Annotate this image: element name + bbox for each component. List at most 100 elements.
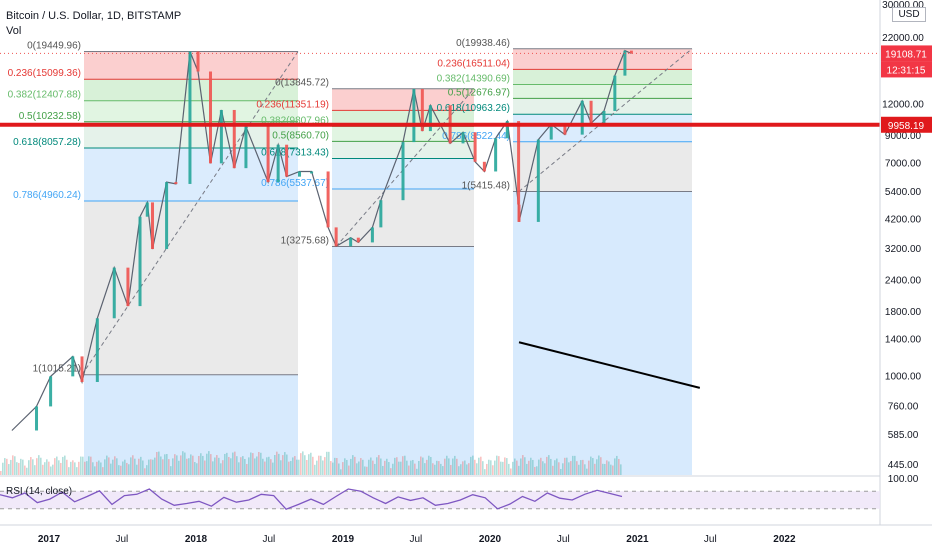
volume-bar [584, 464, 586, 475]
volume-bar [338, 463, 340, 475]
volume-bar [122, 461, 124, 475]
volume-bar [284, 452, 286, 475]
fib-level-label: 0.786(4960.24) [13, 190, 81, 201]
volume-bar [356, 463, 358, 475]
volume-bar [228, 456, 230, 475]
volume-bar [38, 455, 40, 475]
rsi-pane: RSI (14, close) 100.00 [0, 474, 919, 510]
volume-bar [486, 463, 488, 475]
volume-bar [66, 459, 68, 475]
volume-bar [210, 454, 212, 475]
volume-bar [488, 459, 490, 475]
volume-bar [442, 466, 444, 475]
volume-bar [404, 455, 406, 475]
volume-bar [208, 451, 210, 475]
price-candle [349, 237, 353, 247]
volume-bar [600, 457, 602, 475]
price-candle [563, 124, 567, 135]
volume-bar [438, 461, 440, 475]
volume-bar [120, 465, 122, 475]
volume-bar [468, 463, 470, 475]
price-candle [188, 51, 192, 184]
volume-bar [562, 463, 564, 475]
volume-bar [18, 462, 20, 475]
volume-bar [62, 456, 64, 475]
volume-bar [166, 454, 168, 475]
price-candle [629, 50, 633, 54]
volume-bar [448, 458, 450, 475]
volume-bar [194, 462, 196, 475]
volume-label: Vol [6, 25, 22, 37]
volume-bar [568, 462, 570, 475]
volume-bar [510, 468, 512, 475]
volume-bar [554, 460, 556, 475]
time-axis-tick: 2018 [185, 534, 208, 545]
volume-bar [620, 464, 622, 475]
volume-bar [536, 466, 538, 475]
volume-bar [64, 455, 66, 475]
volume-bar [362, 459, 364, 475]
volume-bar [430, 456, 432, 475]
volume-bar [232, 452, 234, 475]
volume-bar [514, 458, 516, 475]
price-candle [232, 109, 236, 169]
volume-bar [390, 468, 392, 475]
price-candle [95, 318, 99, 382]
time-axis-tick: 2021 [626, 534, 649, 545]
countdown-tag-text: 12:31:15 [887, 65, 926, 76]
volume-bar [102, 467, 104, 475]
volume-bar [334, 457, 336, 475]
volume-bar [340, 469, 342, 475]
volume-bar [302, 451, 304, 475]
volume-bar [432, 463, 434, 475]
volume-bar [158, 451, 160, 475]
volume-bar [376, 457, 378, 475]
volume-bar [216, 455, 218, 475]
volume-bar [564, 457, 566, 475]
volume-bar [364, 466, 366, 475]
volume-bar [28, 460, 30, 475]
volume-bar [462, 461, 464, 475]
volume-bar [188, 458, 190, 475]
volume-bar [4, 458, 6, 475]
price-candle [196, 51, 200, 72]
price-candle [49, 376, 53, 407]
volume-bar [474, 459, 476, 475]
price-candle [151, 202, 155, 250]
price-axis-tick: 5400.00 [885, 187, 922, 198]
time-axis-tick: 2022 [773, 534, 796, 545]
volume-bar [380, 458, 382, 475]
volume-bar [494, 460, 496, 475]
volume-bar [72, 460, 74, 475]
price-candle [219, 109, 223, 164]
volume-bar [84, 461, 86, 475]
fib-level-label: 0(13845.72) [275, 78, 329, 89]
volume-bar [528, 460, 530, 475]
chart-title: Bitcoin / U.S. Dollar, 1D, BITSTAMP [6, 10, 182, 22]
volume-bar [452, 458, 454, 475]
volume-bar [586, 468, 588, 475]
volume-bar [222, 460, 224, 475]
price-candle [208, 71, 212, 164]
volume-bar [298, 459, 300, 475]
price-candle [145, 202, 149, 217]
fib-band [513, 98, 692, 115]
volume-bar [534, 466, 536, 475]
volume-bar [400, 461, 402, 475]
time-axis-tick: Jul [409, 534, 422, 545]
fib-band [84, 201, 298, 375]
currency-unit-badge[interactable]: USD [892, 7, 926, 22]
price-candle [461, 132, 465, 144]
fib-retracements: 0(19449.96) 0.236(15099.36) 0.382(12407.88… [8, 38, 693, 475]
price-series [11, 49, 633, 431]
price-axis-tick: 3200.00 [885, 244, 922, 255]
volume-bar [570, 461, 572, 475]
volume-bar [482, 461, 484, 475]
volume-bar [352, 455, 354, 475]
fib-level-label: 1(1015.21) [33, 364, 81, 375]
fib-extension-band [513, 191, 692, 475]
price-axis-tick: 1800.00 [885, 307, 922, 318]
price-candle [517, 121, 521, 205]
